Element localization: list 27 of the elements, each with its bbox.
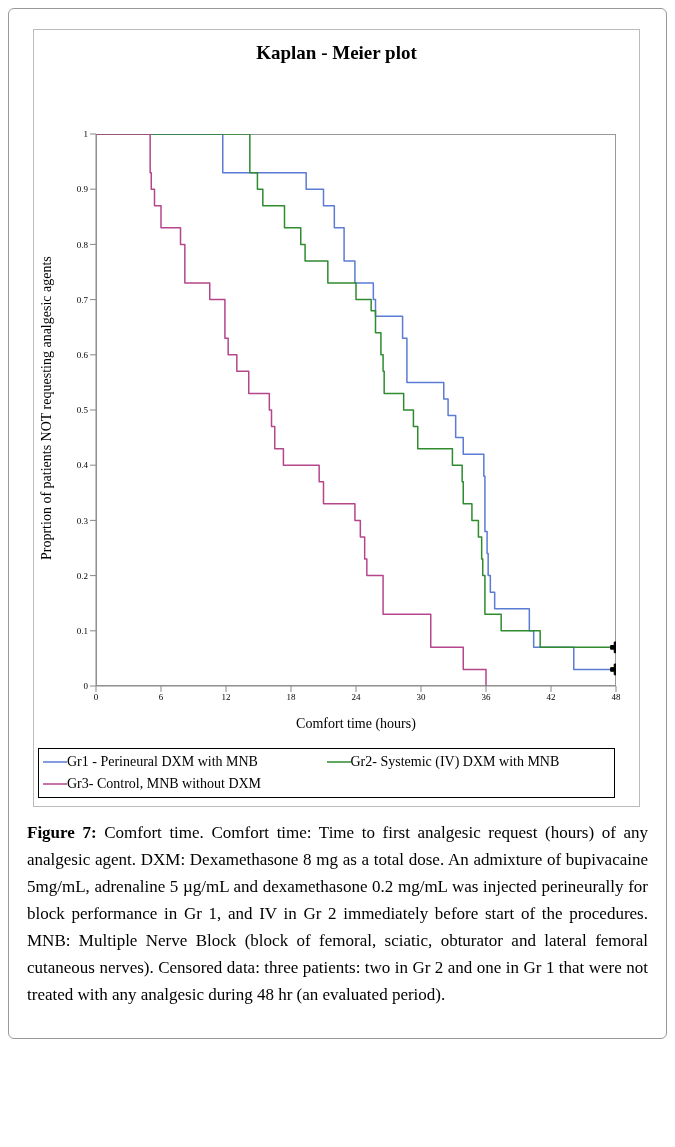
y-tick-label: 0.7 bbox=[76, 294, 89, 305]
x-tick-label: 36 bbox=[481, 692, 491, 703]
x-tick-label: 12 bbox=[221, 692, 231, 703]
y-tick-label: 0.1 bbox=[76, 625, 88, 636]
y-tick-label: 0.4 bbox=[76, 460, 89, 471]
y-tick-label: 0.8 bbox=[76, 239, 89, 250]
y-tick-label: 0 bbox=[83, 681, 89, 692]
y-tick-label: 0.2 bbox=[76, 570, 88, 581]
chart-title: Kaplan - Meier plot bbox=[255, 42, 418, 64]
x-tick-label: 18 bbox=[286, 692, 296, 703]
y-tick-label: 1 bbox=[83, 129, 88, 140]
legend-label: Gr3- Control, MNB without DXM bbox=[67, 775, 262, 793]
x-tick-label: 48 bbox=[611, 692, 621, 703]
x-tick-label: 0 bbox=[93, 692, 99, 703]
x-tick-label: 42 bbox=[546, 692, 556, 703]
x-tick-label: 30 bbox=[416, 692, 426, 703]
legend-label: Gr2- Systemic (IV) DXM with MNB bbox=[350, 753, 560, 771]
y-axis-title: Proprtion of patients NOT requesting analgesic agents bbox=[38, 256, 54, 560]
y-tick-label: 0.6 bbox=[76, 349, 89, 360]
caption: Figure 7: Comfort time. Comfort time: Time to first analgesic request (hours) of any analgesic agent. DXM: Dexamethasone 8 mg as a total dose. An admixture of bupivacaine 5mg/mL, adrenaline 5 µg/mL and dexamethasone 0.2 mg/mL was injected perineurally for block performance in Gr 1, and IV in Gr 2 immediately before start of the procedures. MNB: Multiple Nerve Block (block of femoral, sciatic, obturator and lateral femoral cutaneous nerves). Censored data: three patients: two in Gr 2 and one in Gr 1 that were not treated with any analgesic during 48 hr (an evaluated period). bbox=[27, 822, 648, 1006]
y-tick-label: 0.5 bbox=[76, 405, 89, 416]
y-tick-label: 0.9 bbox=[76, 184, 89, 195]
legend-label: Gr1 - Perineural DXM with MNB bbox=[67, 753, 258, 771]
x-tick-label: 24 bbox=[351, 692, 361, 703]
y-tick-label: 0.3 bbox=[76, 515, 89, 526]
x-tick-label: 6 bbox=[158, 692, 164, 703]
x-axis-title: Comfort time (hours) bbox=[296, 716, 417, 732]
